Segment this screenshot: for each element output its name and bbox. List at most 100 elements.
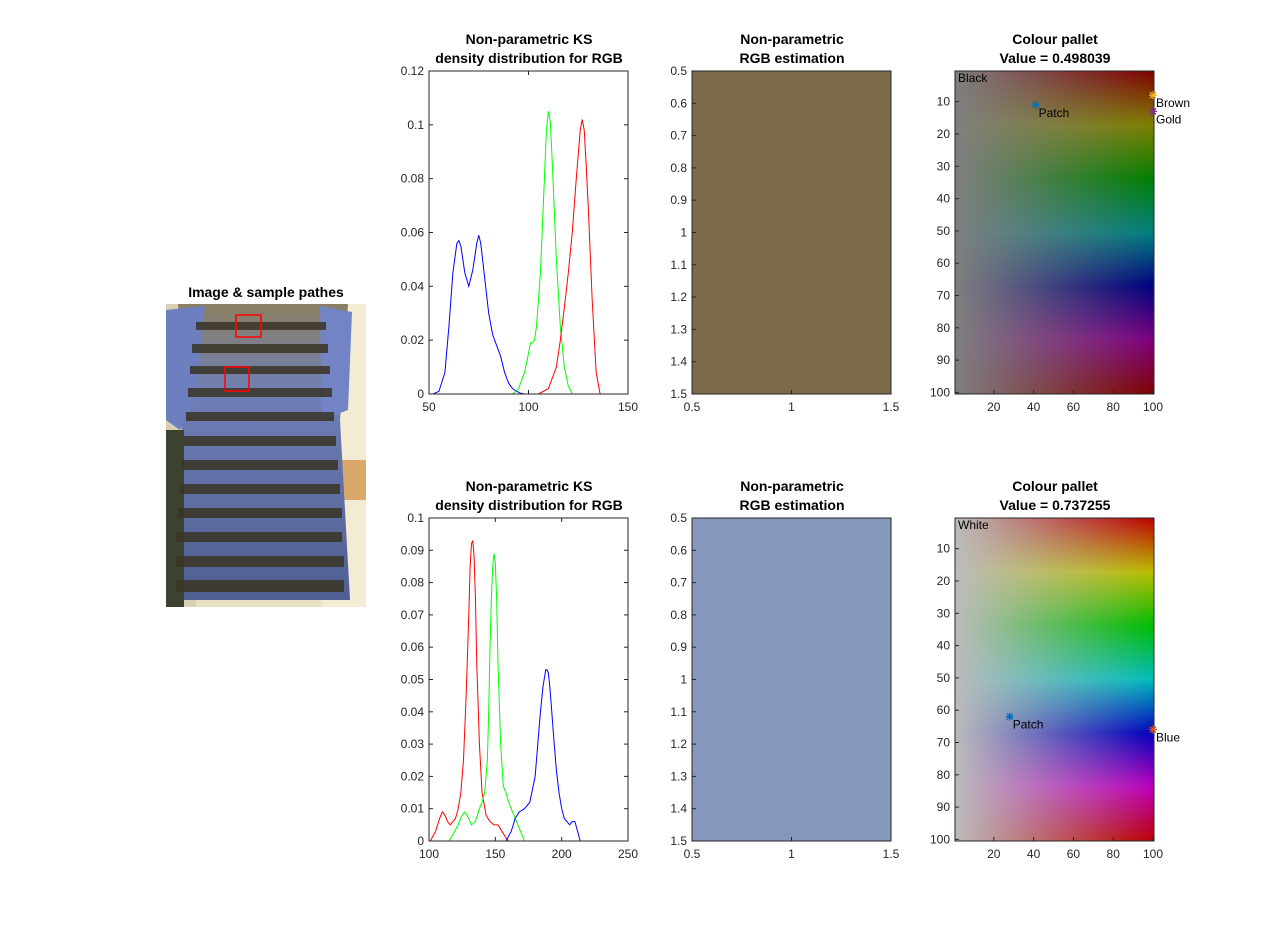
y-tick-label: 1.4 bbox=[670, 355, 687, 369]
y-tick-label: 0.04 bbox=[401, 705, 425, 719]
marker-star-blue bbox=[1149, 725, 1158, 734]
x-tick-label: 80 bbox=[1107, 400, 1121, 414]
y-tick-label: 0.01 bbox=[401, 802, 425, 816]
y-tick-label: 0.06 bbox=[401, 640, 425, 654]
marker-label-blue: Blue bbox=[1156, 731, 1180, 745]
density-plot-1-axes bbox=[429, 71, 628, 394]
y-tick-label: 70 bbox=[937, 735, 951, 749]
density-series-2 bbox=[505, 669, 581, 841]
density-series-1 bbox=[448, 553, 525, 841]
y-tick-label: 0 bbox=[417, 387, 424, 401]
marker-label-patch: Patch bbox=[1039, 106, 1070, 120]
x-tick-label: 150 bbox=[618, 400, 638, 414]
y-tick-label: 50 bbox=[937, 671, 951, 685]
y-tick-label: 10 bbox=[937, 95, 951, 109]
y-tick-label: 0.02 bbox=[401, 769, 425, 783]
x-tick-label: 200 bbox=[552, 847, 572, 861]
rgb-estimation-2-swatch bbox=[692, 518, 891, 841]
density-plot-2-title-line1: Non-parametric KS bbox=[466, 478, 593, 494]
y-tick-label: 0.5 bbox=[670, 64, 687, 78]
marker-label-brown: Brown bbox=[1156, 96, 1190, 110]
colour-pallet-1-ticks: 20 40 60 80 100 10 20 30 40 50 60 70 80 90 100 bbox=[930, 95, 1163, 414]
colour-pallet-2-saturation bbox=[955, 518, 1154, 841]
y-tick-label: 50 bbox=[937, 224, 951, 238]
y-tick-label: 60 bbox=[937, 703, 951, 717]
colour-pallet-2-frame bbox=[954, 517, 1155, 842]
y-tick-label: 0.8 bbox=[670, 161, 687, 175]
y-tick-label: 0.12 bbox=[401, 64, 425, 78]
x-tick-label: 100 bbox=[419, 847, 439, 861]
y-tick-label: 20 bbox=[937, 127, 951, 141]
y-tick-label: 0.06 bbox=[401, 226, 425, 240]
y-tick-label: 1.3 bbox=[670, 769, 687, 783]
density-plot-1: Non-parametric KS density distribution f… bbox=[401, 31, 639, 414]
y-tick-label: 1.1 bbox=[670, 705, 687, 719]
y-tick-label: 0.04 bbox=[401, 279, 425, 293]
density-plot-2-axes bbox=[429, 518, 628, 841]
rgb-estimation-1-title-line2: RGB estimation bbox=[739, 50, 844, 66]
y-tick-label: 1.5 bbox=[670, 834, 687, 848]
rgb-estimation-2: Non-parametric RGB estimation 0.5 1 1.50.5… bbox=[670, 478, 899, 861]
y-tick-label: 1.5 bbox=[670, 387, 687, 401]
colour-pallet-1: Colour pallet Value = 0.498039 Black Pat… bbox=[930, 31, 1190, 414]
y-tick-label: 90 bbox=[937, 800, 951, 814]
x-tick-label: 20 bbox=[987, 847, 1001, 861]
y-tick-label: 0.5 bbox=[670, 511, 687, 525]
colour-pallet-1-value-overlay bbox=[955, 71, 1154, 394]
marker-star-patch bbox=[1031, 100, 1040, 109]
y-tick-label: 80 bbox=[937, 321, 951, 335]
y-tick-label: 0.6 bbox=[670, 96, 687, 110]
y-tick-label: 0.9 bbox=[670, 193, 687, 207]
density-plot-1-ticks: 50 100 150 0 0.02 0.04 0.06 0.08 0.1 0.12 bbox=[401, 64, 639, 414]
colour-pallet-1-corner-label: Black bbox=[958, 71, 988, 85]
y-tick-label: 40 bbox=[937, 639, 951, 653]
marker-star-gold bbox=[1149, 107, 1158, 116]
y-tick-label: 40 bbox=[937, 192, 951, 206]
sample-patch-2 bbox=[224, 366, 250, 392]
sample-patch-1 bbox=[235, 314, 262, 338]
rgb-estimation-1-swatch bbox=[692, 71, 891, 394]
x-tick-label: 100 bbox=[1143, 400, 1163, 414]
y-tick-label: 30 bbox=[937, 606, 951, 620]
y-tick-label: 1.3 bbox=[670, 322, 687, 336]
y-tick-label: 60 bbox=[937, 256, 951, 270]
y-tick-label: 0.03 bbox=[401, 737, 425, 751]
y-tick-label: 1.4 bbox=[670, 802, 687, 816]
y-tick-label: 100 bbox=[930, 832, 950, 846]
x-tick-label: 100 bbox=[1143, 847, 1163, 861]
marker-label-gold: Gold bbox=[1156, 112, 1181, 126]
y-tick-label: 0.9 bbox=[670, 640, 687, 654]
image-panel-title: Image & sample pathes bbox=[188, 284, 344, 300]
y-tick-label: 1.2 bbox=[670, 290, 687, 304]
y-tick-label: 0 bbox=[417, 834, 424, 848]
y-tick-label: 0.1 bbox=[407, 511, 424, 525]
colour-pallet-2-title-line1: Colour pallet bbox=[1012, 478, 1098, 494]
colour-pallet-2-corner-label: White bbox=[958, 518, 989, 532]
density-plot-2-title-line2: density distribution for RGB bbox=[435, 497, 622, 513]
x-tick-label: 20 bbox=[987, 400, 1001, 414]
x-tick-label: 1.5 bbox=[883, 400, 900, 414]
y-tick-label: 0.02 bbox=[401, 333, 425, 347]
colour-pallet-1-title-line2: Value = 0.498039 bbox=[1000, 50, 1111, 66]
marker-label-patch: Patch bbox=[1013, 718, 1044, 732]
x-tick-label: 100 bbox=[518, 400, 538, 414]
x-tick-label: 80 bbox=[1107, 847, 1121, 861]
y-tick-label: 0.8 bbox=[670, 608, 687, 622]
x-tick-label: 1 bbox=[788, 847, 795, 861]
y-tick-label: 0.07 bbox=[401, 608, 425, 622]
colour-pallet-2-title-line2: Value = 0.737255 bbox=[1000, 497, 1111, 513]
x-tick-label: 50 bbox=[422, 400, 436, 414]
y-tick-label: 0.05 bbox=[401, 673, 425, 687]
rgb-estimation-1: Non-parametric RGB estimation 0.5 1 1.50.5… bbox=[670, 31, 899, 414]
y-tick-label: 0.7 bbox=[670, 129, 687, 143]
x-tick-label: 1.5 bbox=[883, 847, 900, 861]
y-tick-label: 0.09 bbox=[401, 543, 425, 557]
density-plot-2-ticks: 100 150 200 250 0 0.01 0.02 0.03 0.04 0.05 0.06 0.0… bbox=[401, 511, 639, 861]
density-plot-2-series bbox=[429, 540, 581, 841]
x-tick-label: 60 bbox=[1067, 400, 1081, 414]
x-tick-label: 40 bbox=[1027, 400, 1041, 414]
rgb-estimation-2-title-line1: Non-parametric bbox=[740, 478, 844, 494]
dress-image bbox=[166, 304, 366, 607]
y-tick-label: 0.08 bbox=[401, 172, 425, 186]
y-tick-label: 20 bbox=[937, 574, 951, 588]
